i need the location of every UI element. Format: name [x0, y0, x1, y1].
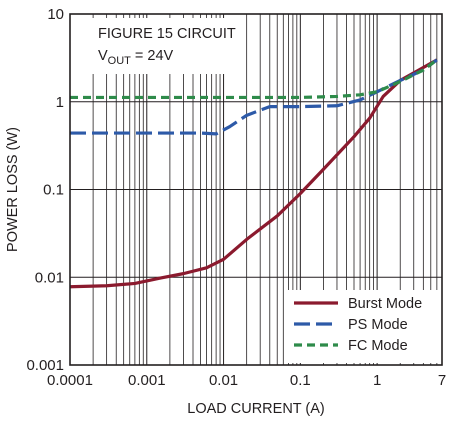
x-tick-label: 7 [438, 372, 446, 389]
x-tick-label: 0.0001 [47, 372, 93, 389]
legend: Burst Mode PS Mode FC Mode [286, 290, 440, 363]
y-tick-label: 0.001 [26, 357, 64, 374]
annotation-out-subscript: OUT [108, 55, 132, 67]
annotation-vout-value: = 24V [131, 48, 174, 64]
legend-label-fc-mode: FC Mode [348, 338, 408, 354]
legend-label-burst-mode: Burst Mode [348, 296, 422, 312]
legend-label-ps-mode: PS Mode [348, 317, 408, 333]
annotation-background [73, 18, 243, 74]
annotation-v: V [98, 48, 108, 64]
y-tick-label: 10 [47, 6, 64, 23]
y-tick-label: 1 [56, 94, 64, 111]
series-line-burst-mode [69, 58, 438, 289]
y-tick-label: 0.1 [43, 182, 64, 199]
annotation-vout-label: VOUT = 24V [98, 48, 174, 67]
x-tick-label: 0.001 [128, 372, 166, 389]
y-axis-title: POWER LOSS (W) [5, 127, 21, 252]
series-line-fc-mode [70, 58, 438, 100]
annotation-box: FIGURE 15 CIRCUIT VOUT = 24V [73, 18, 243, 74]
x-tick-label: 0.01 [209, 372, 238, 389]
x-tick-label: 0.1 [290, 372, 311, 389]
series-layer [69, 58, 438, 289]
annotation-circuit-label: FIGURE 15 CIRCUIT [98, 26, 236, 42]
x-axis-title: LOAD CURRENT (A) [187, 401, 325, 417]
y-tick-label: 0.01 [35, 269, 64, 286]
x-tick-label: 1 [373, 372, 381, 389]
plot-frame [69, 13, 443, 366]
